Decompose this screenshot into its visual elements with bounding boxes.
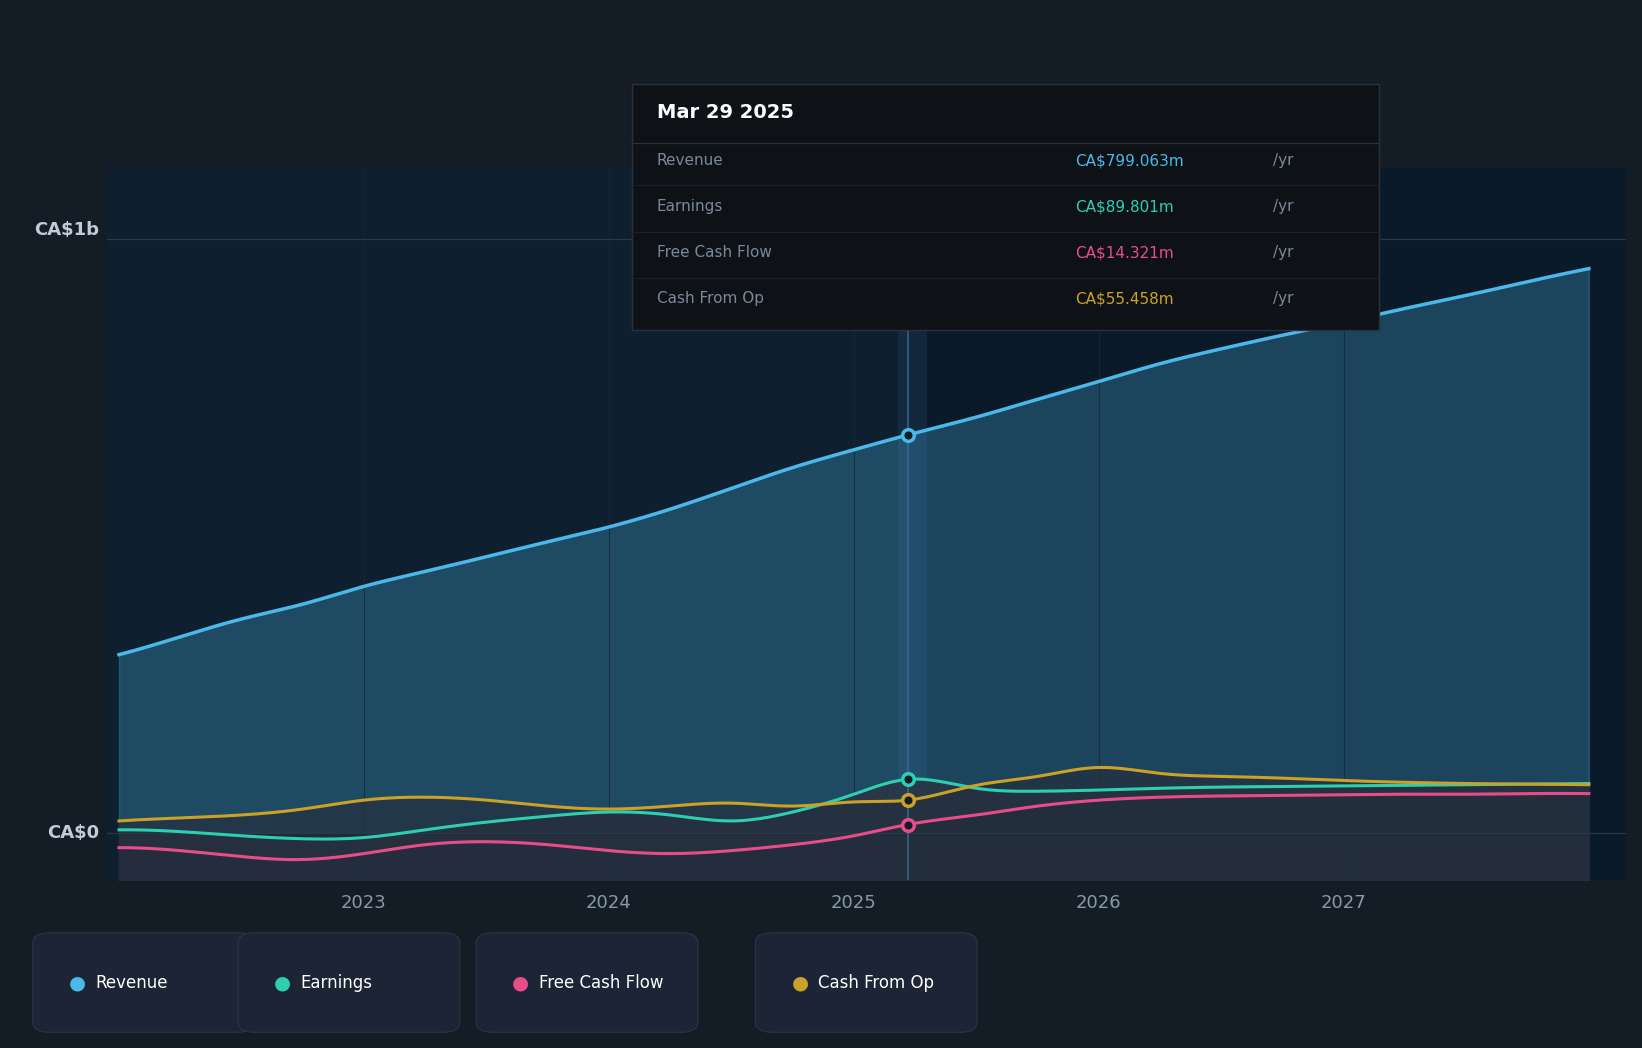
Text: Mar 29 2025: Mar 29 2025: [657, 103, 793, 122]
Text: CA$55.458m: CA$55.458m: [1076, 291, 1174, 306]
Text: ●: ●: [512, 973, 529, 992]
Text: /yr: /yr: [1273, 291, 1292, 306]
Text: Analysts Forecasts: Analysts Forecasts: [928, 204, 1095, 222]
Text: Free Cash Flow: Free Cash Flow: [539, 974, 663, 991]
Text: Revenue: Revenue: [657, 153, 724, 168]
Text: CA$89.801m: CA$89.801m: [1076, 199, 1174, 214]
Text: /yr: /yr: [1273, 153, 1292, 168]
Text: Past: Past: [857, 204, 900, 222]
Text: Earnings: Earnings: [300, 974, 373, 991]
Text: ●: ●: [791, 973, 808, 992]
Bar: [107, 168, 908, 880]
Point: [895, 427, 921, 443]
Text: Earnings: Earnings: [657, 199, 722, 214]
Point: [895, 771, 921, 788]
Text: Cash From Op: Cash From Op: [818, 974, 934, 991]
Text: Revenue: Revenue: [95, 974, 167, 991]
Text: /yr: /yr: [1273, 199, 1292, 214]
Point: [895, 816, 921, 833]
Bar: [898, 168, 928, 880]
Point: [895, 791, 921, 808]
Text: ●: ●: [274, 973, 291, 992]
Text: CA$14.321m: CA$14.321m: [1076, 245, 1174, 260]
Text: /yr: /yr: [1273, 245, 1292, 260]
Text: CA$0: CA$0: [48, 824, 99, 842]
Text: Free Cash Flow: Free Cash Flow: [657, 245, 772, 260]
Text: CA$1b: CA$1b: [34, 221, 99, 239]
Text: CA$799.063m: CA$799.063m: [1076, 153, 1184, 168]
Text: Cash From Op: Cash From Op: [657, 291, 764, 306]
Bar: [908, 168, 1626, 880]
Text: ●: ●: [69, 973, 85, 992]
